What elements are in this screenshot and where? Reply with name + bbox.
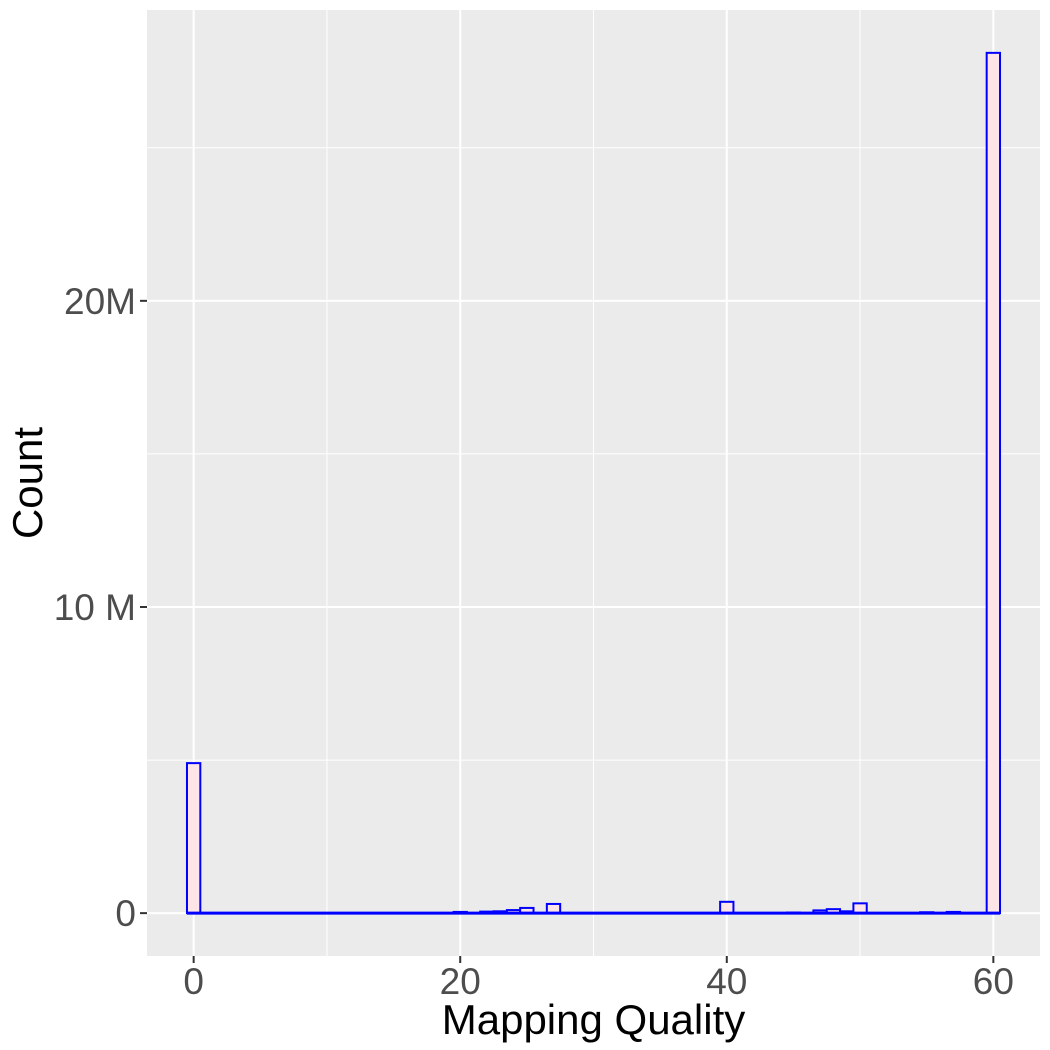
x-axis: 0 20 40 60: [183, 956, 1014, 1002]
y-tick-label: 20M: [64, 281, 136, 322]
x-axis-title: Mapping Quality: [442, 996, 746, 1043]
histogram-bar: [185, 762, 202, 915]
x-tick-label: 0: [183, 961, 204, 1002]
y-axis: 0 10 M 20M: [54, 281, 147, 934]
y-tick-label: 10 M: [54, 587, 136, 628]
x-tick-label: 60: [973, 961, 1014, 1002]
x-tick-label: 20: [440, 961, 481, 1002]
x-tick-label: 40: [706, 961, 747, 1002]
y-tick-label: 0: [115, 893, 136, 934]
histogram-bar: [985, 51, 1002, 915]
y-axis-title: Count: [4, 427, 51, 539]
histogram-bar: [719, 900, 735, 915]
